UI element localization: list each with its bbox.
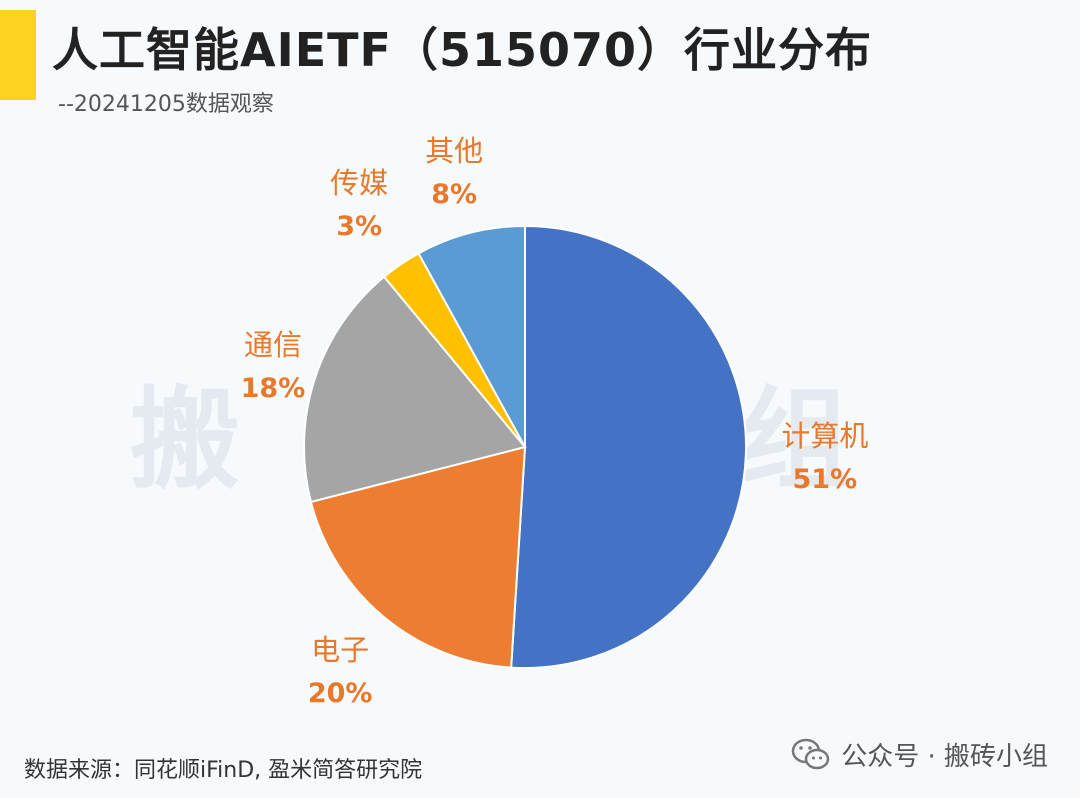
slice-name: 计算机 xyxy=(781,419,869,454)
slice-value: 18% xyxy=(240,373,306,405)
slice-name: 其他 xyxy=(425,133,484,168)
pie-slice-1 xyxy=(510,224,747,669)
slice-label-4: 传媒 3% xyxy=(289,161,429,248)
footer-brand: 公众号 · 搬砖小组 xyxy=(791,736,1048,773)
slice-name: 通信 xyxy=(243,328,302,363)
title-accent-bar xyxy=(0,10,36,100)
footer-brand-text: 公众号 · 搬砖小组 xyxy=(841,742,1048,772)
pie-slice-5 xyxy=(417,224,526,448)
watermark-char-1: 搬 xyxy=(130,376,240,504)
slice-label-3: 通信 18% xyxy=(203,323,343,410)
slice-value: 51% xyxy=(792,464,858,496)
wechat-icon xyxy=(791,738,830,769)
slice-name: 传媒 xyxy=(330,166,389,200)
chart-subtitle: --20241205数据观察 xyxy=(58,92,274,117)
slice-name: 电子 xyxy=(311,633,370,668)
slice-label-2: 电子 20% xyxy=(270,628,410,715)
slice-label-1: 计算机 51% xyxy=(755,414,895,501)
watermark-char-4: 组 xyxy=(740,376,850,504)
slice-value: 20% xyxy=(307,678,373,710)
data-source-note: 数据来源：同花顺iFinD, 盈米简答研究院 xyxy=(24,758,423,783)
chart-title: 人工智能AIETF（515070）行业分布 xyxy=(52,23,872,77)
slice-label-5: 其他 8% xyxy=(384,129,524,216)
pie-slice-2 xyxy=(309,445,527,669)
slice-value: 8% xyxy=(431,178,478,210)
pie-slice-3 xyxy=(303,275,527,504)
slice-value: 3% xyxy=(336,210,383,242)
